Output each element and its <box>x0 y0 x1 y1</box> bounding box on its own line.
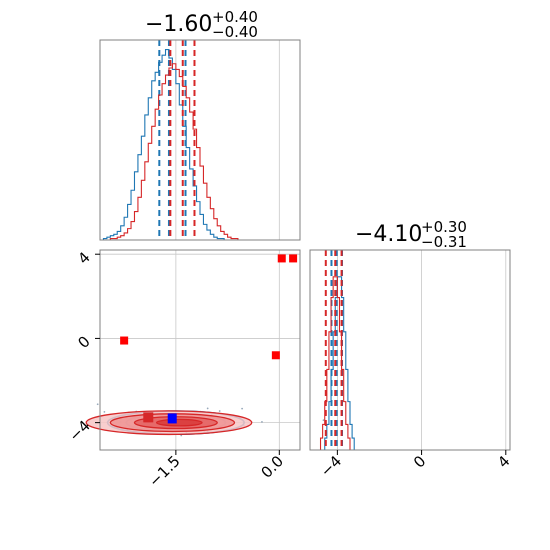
title-param-2: −4.10 +0.30 −0.31 <box>355 218 467 251</box>
p2-xtick-label-1: 0.0 <box>258 452 288 482</box>
p2-red-outlier-3 <box>277 254 286 263</box>
p2-sample-point <box>103 410 106 413</box>
p2-sample-point <box>180 434 183 437</box>
marginal-hist-param-2: −4 0 4 <box>309 249 514 480</box>
p2-sample-point <box>96 403 99 406</box>
p2-sample-point <box>241 407 244 410</box>
p2-red-outlier-0 <box>120 336 129 345</box>
p2-blue-marker <box>167 413 177 424</box>
p2-ytick-label-0: 4 <box>74 248 93 267</box>
p2-sample-point <box>322 419 325 422</box>
p2-red-outlier-1 <box>271 351 280 360</box>
p3-hist-series-1 <box>319 276 351 450</box>
marginal-hist-param-1 <box>99 39 301 241</box>
p1-hist-series-1 <box>106 63 245 241</box>
joint-scatter-panel: −1.5 0.040−4 <box>65 248 325 491</box>
p3-xtick-label-1: 0 <box>410 452 429 471</box>
title-1-value: −1.60 <box>145 12 212 37</box>
p2-red-contour-3 <box>155 418 203 427</box>
p2-ytick-label-1: 0 <box>74 333 93 352</box>
p3-hist-series-0 <box>324 276 355 450</box>
title-1-sub: −0.40 <box>212 23 258 41</box>
p2-sample-point <box>218 410 221 412</box>
panel-1-frame <box>99 39 301 241</box>
p3-xtick-label-2: 4 <box>494 452 513 471</box>
p2-sample-point <box>206 407 209 410</box>
panel-2-frame <box>99 249 301 451</box>
p2-xtick-label-0: −1.5 <box>145 452 183 490</box>
title-2-value: −4.10 <box>355 222 422 247</box>
title-1-sup: +0.40 <box>212 8 258 26</box>
title-2-sub: −0.31 <box>421 233 467 251</box>
p1-hist-series-0 <box>100 48 238 241</box>
p2-sample-point <box>261 421 263 423</box>
title-param-1: −1.60 +0.40 −0.40 <box>145 8 258 41</box>
title-2-sup: +0.30 <box>421 218 467 236</box>
p3-xtick-label-0: −4 <box>317 452 345 480</box>
p2-red-outlier-2 <box>289 254 298 263</box>
panel-3-frame <box>309 249 511 451</box>
p2-red-marker <box>143 412 154 423</box>
